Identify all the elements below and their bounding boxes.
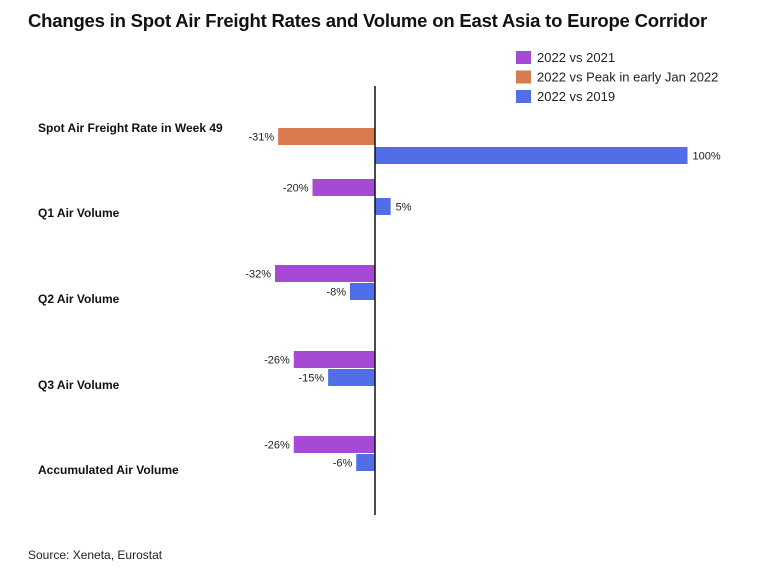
bar-q3-air-volume-2022-vs-2021 xyxy=(293,351,375,368)
value-label-accumulated-air-volume-2022-vs-2019: -6% xyxy=(333,458,353,470)
legend-label-2022-vs-2021: 2022 vs 2021 xyxy=(537,50,615,65)
bar-q2-air-volume-2022-vs-2019 xyxy=(350,283,375,300)
value-label-q1-air-volume-2022-vs-2019: 5% xyxy=(396,202,412,214)
value-label-q1-air-volume-2022-vs-2021: -20% xyxy=(283,183,309,195)
category-label-q2-air-volume: Q2 Air Volume xyxy=(38,292,120,306)
legend-swatch-2022-vs-2019 xyxy=(516,90,531,103)
value-label-q3-air-volume-2022-vs-2019: -15% xyxy=(298,373,324,385)
category-label-q3-air-volume: Q3 Air Volume xyxy=(38,378,120,392)
bar-q1-air-volume-2022-vs-2021 xyxy=(312,179,375,196)
category-label-q1-air-volume: Q1 Air Volume xyxy=(38,206,120,220)
bar-accumulated-air-volume-2022-vs-2021 xyxy=(293,436,375,453)
bar-accumulated-air-volume-2022-vs-2019 xyxy=(356,454,375,471)
value-label-spot-air-freight-rate-in-week-49-2022-vs-peak-in-early-jan-2022: -31% xyxy=(248,132,274,144)
value-label-accumulated-air-volume-2022-vs-2021: -26% xyxy=(264,440,290,452)
legend-label-2022-vs-2019: 2022 vs 2019 xyxy=(537,89,615,104)
value-label-q3-air-volume-2022-vs-2021: -26% xyxy=(264,355,290,367)
source-note: Source: Xeneta, Eurostat xyxy=(28,548,163,562)
bar-q3-air-volume-2022-vs-2019 xyxy=(328,369,375,386)
bar-q2-air-volume-2022-vs-2021 xyxy=(275,265,375,282)
category-label-accumulated-air-volume: Accumulated Air Volume xyxy=(38,463,179,477)
bar-q1-air-volume-2022-vs-2019 xyxy=(375,198,391,215)
legend-label-2022-vs-peak-in-early-jan-2022: 2022 vs Peak in early Jan 2022 xyxy=(537,70,718,85)
bar-spot-air-freight-rate-in-week-49-2022-vs-2019 xyxy=(375,147,688,164)
legend-swatch-2022-vs-peak-in-early-jan-2022 xyxy=(516,70,531,84)
value-label-q2-air-volume-2022-vs-2021: -32% xyxy=(245,269,271,281)
bar-spot-air-freight-rate-in-week-49-2022-vs-peak-in-early-jan-2022 xyxy=(278,128,375,145)
category-label-spot-air-freight-rate-in-week-49: Spot Air Freight Rate in Week 49 xyxy=(38,121,223,135)
value-label-spot-air-freight-rate-in-week-49-2022-vs-2019: 100% xyxy=(693,151,721,163)
chart-title: Changes in Spot Air Freight Rates and Vo… xyxy=(28,10,707,31)
value-label-q2-air-volume-2022-vs-2019: -8% xyxy=(326,287,346,299)
legend-swatch-2022-vs-2021 xyxy=(516,51,531,64)
